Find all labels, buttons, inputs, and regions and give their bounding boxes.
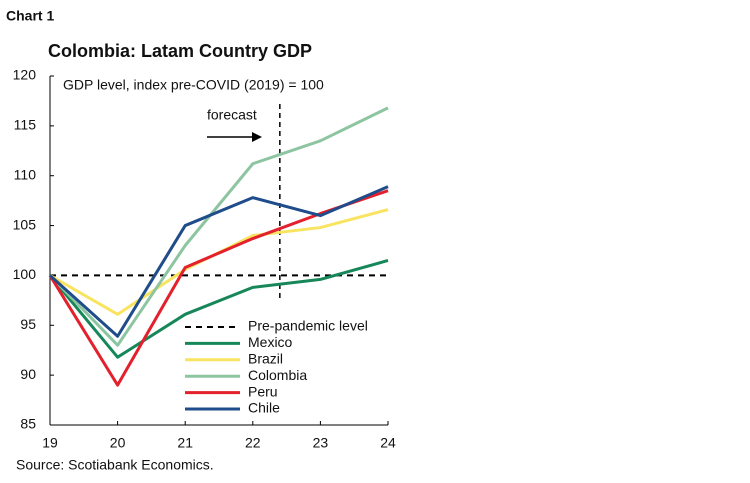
forecast-label: forecast — [207, 107, 257, 123]
x-tick-label: 23 — [313, 435, 329, 451]
legend-label: Chile — [248, 400, 280, 416]
legend-label: Pre-pandemic level — [248, 318, 368, 334]
chart-label: Chart 1 — [6, 8, 54, 24]
y-tick-label: 120 — [13, 67, 37, 83]
y-tick-label: 100 — [13, 266, 37, 282]
forecast-arrowhead — [252, 132, 262, 142]
y-tick-label: 95 — [20, 316, 36, 332]
legend-label: Mexico — [248, 334, 293, 350]
x-tick-label: 24 — [380, 435, 396, 451]
legend-label: Peru — [248, 383, 278, 399]
y-tick-label: 90 — [20, 366, 36, 382]
series-line — [49, 208, 389, 316]
series-line — [48, 185, 389, 338]
legend-label: Brazil — [248, 351, 283, 367]
series-line — [48, 259, 389, 359]
chart-title: Colombia: Latam Country GDP — [48, 41, 312, 61]
y-tick-label: 105 — [13, 216, 37, 232]
x-tick-label: 19 — [42, 435, 58, 451]
y-tick-label: 85 — [20, 416, 36, 432]
chart-subtitle: GDP level, index pre-COVID (2019) = 100 — [63, 77, 324, 93]
y-tick-label: 115 — [14, 117, 37, 133]
x-tick-label: 20 — [110, 435, 126, 451]
series-line — [48, 106, 389, 347]
series-line — [48, 189, 389, 387]
y-tick-label: 110 — [14, 166, 37, 182]
x-tick-label: 22 — [245, 435, 261, 451]
x-tick-label: 21 — [177, 435, 193, 451]
legend-label: Colombia — [248, 367, 307, 383]
source: Source: Scotiabank Economics. — [16, 457, 214, 473]
